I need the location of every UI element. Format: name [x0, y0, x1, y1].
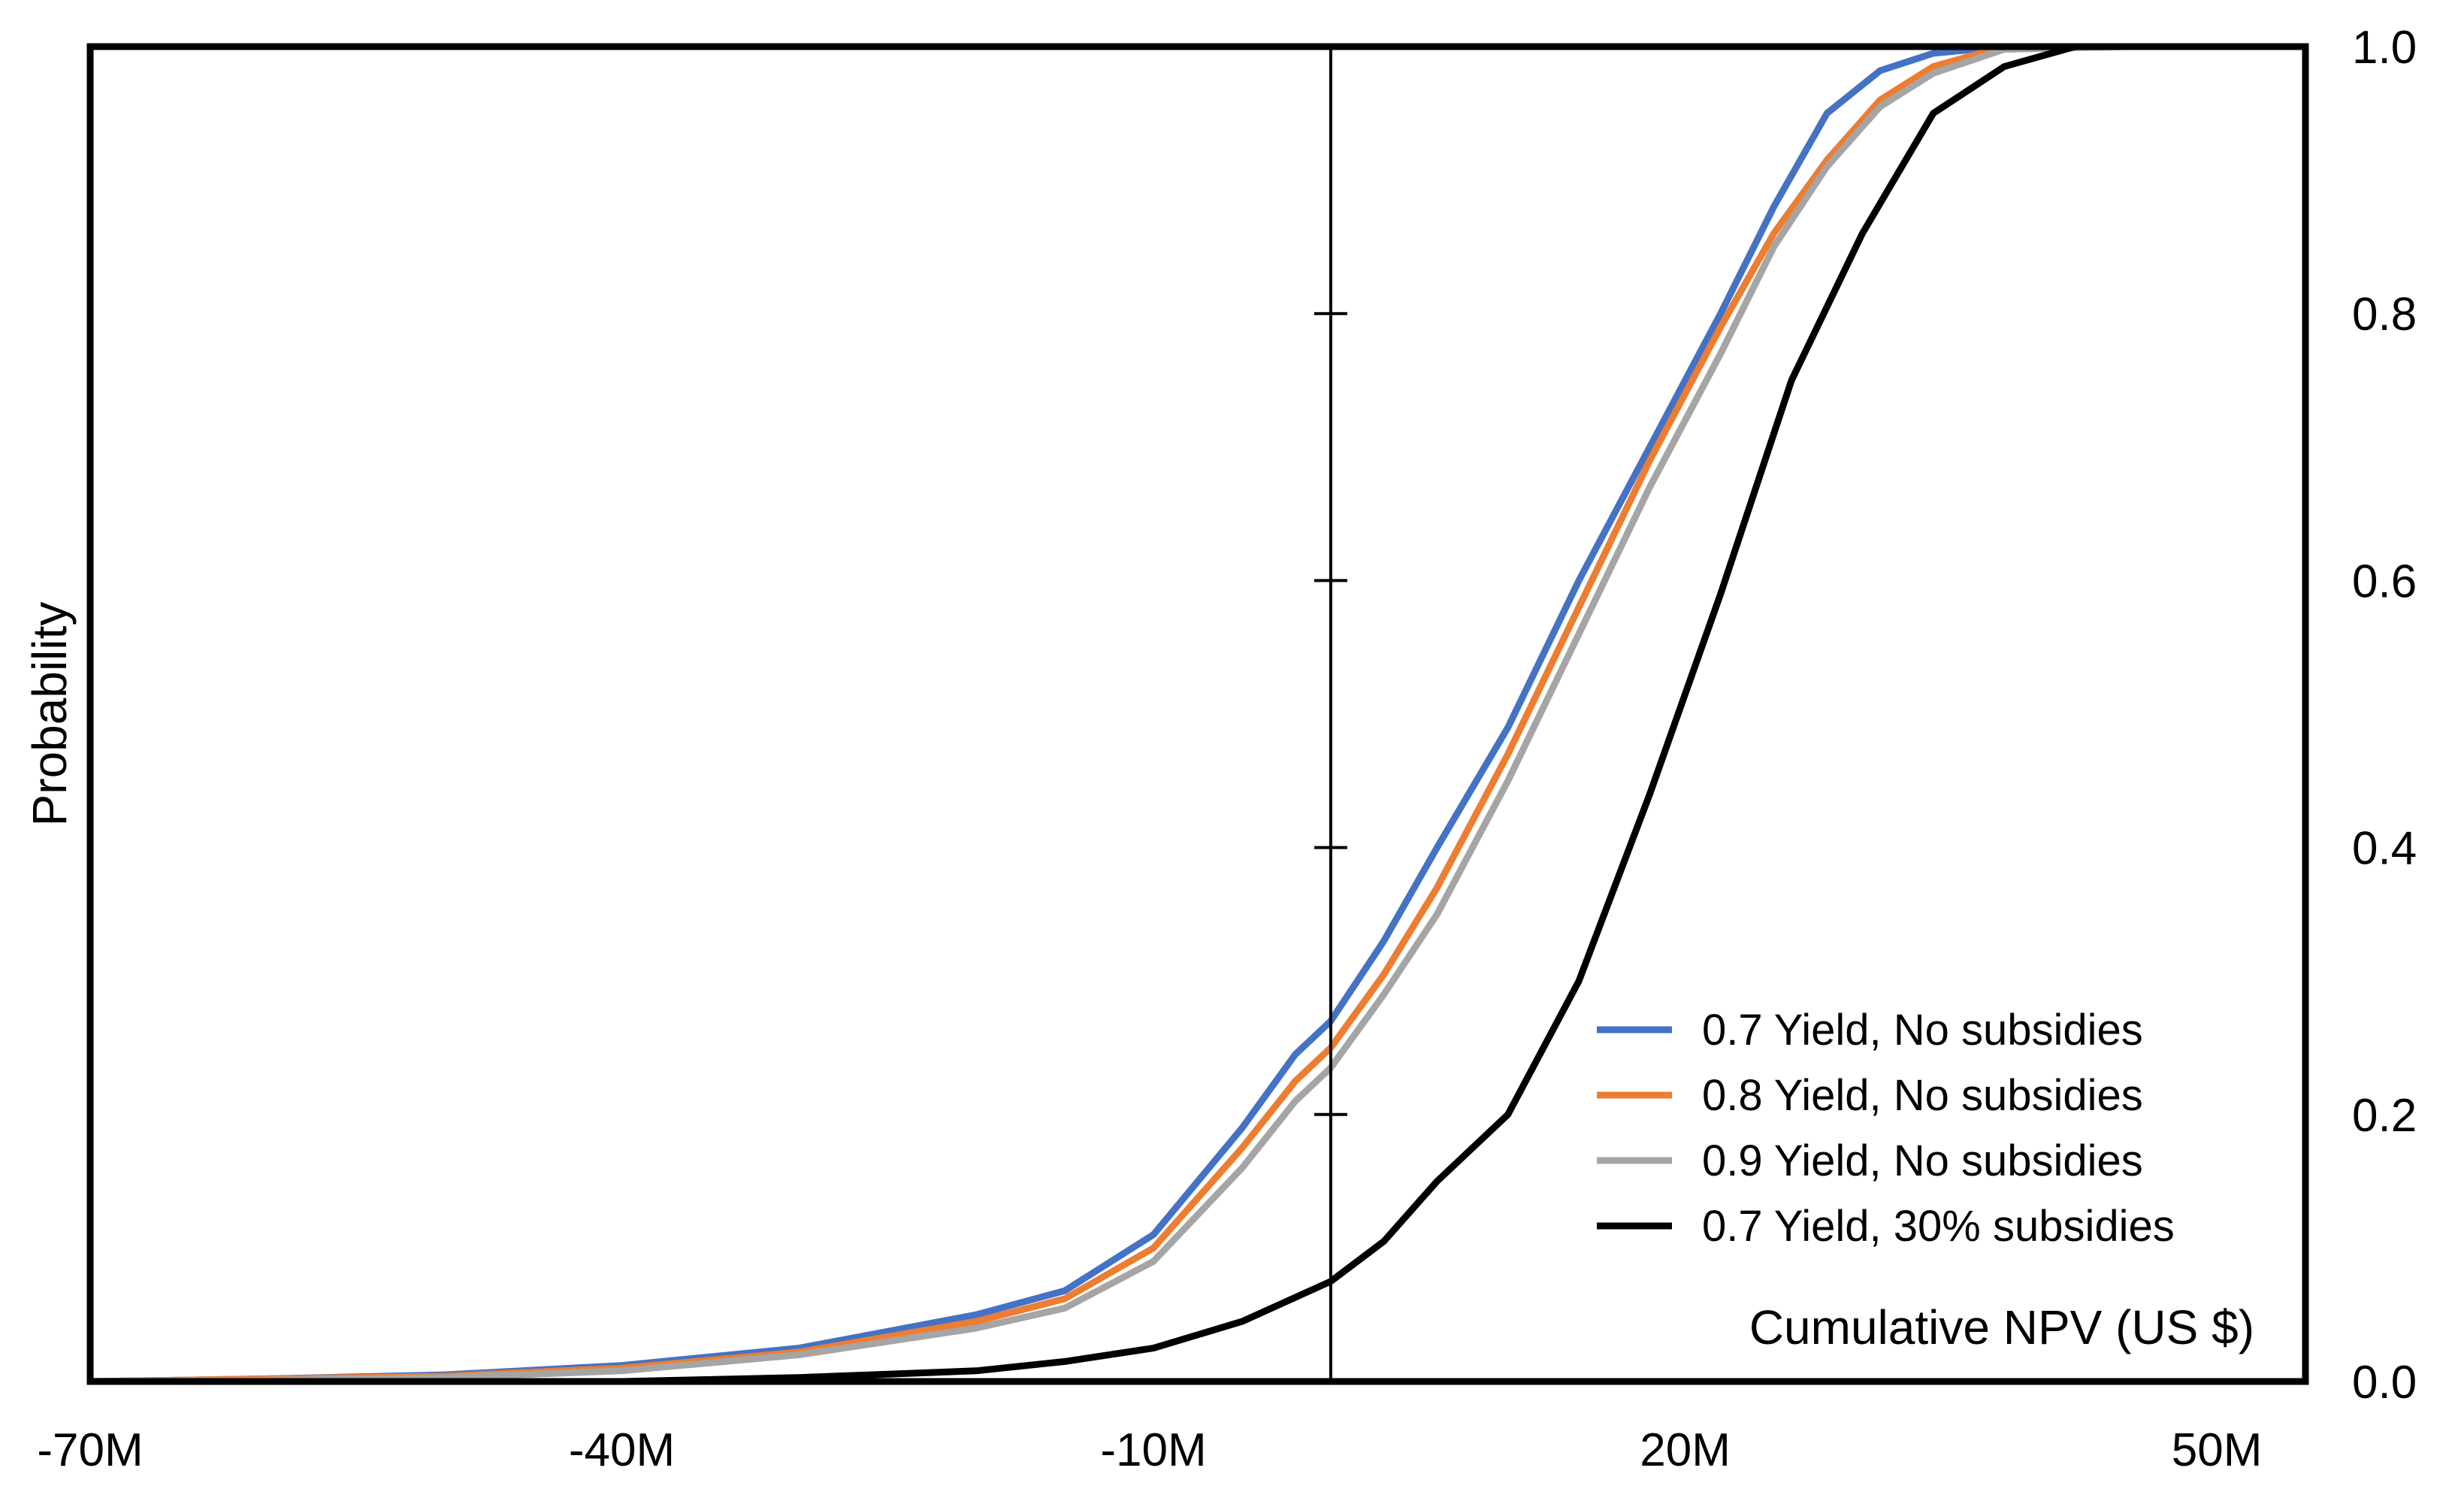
- y-tick-labels: 0.0 0.2 0.4 0.6 0.8 1.0: [2352, 22, 2417, 1409]
- x-tick-label: -10M: [1100, 1424, 1206, 1476]
- x-tick-label: -70M: [37, 1424, 143, 1476]
- series-line-3: [86, 43, 2256, 1385]
- plot-frame: [86, 43, 2309, 1385]
- legend-label-1: 0.7 Yield, No subsidies: [1702, 1006, 2143, 1055]
- x-tick-label: 50M: [2172, 1424, 2263, 1476]
- x-axis-label: Cumulative NPV (US $): [1749, 1300, 2254, 1354]
- series-line-4: [86, 43, 2221, 1385]
- y-tick-label: 0.6: [2352, 555, 2417, 607]
- y-tick-label: 0.0: [2352, 1357, 2417, 1409]
- x-tick-label: 20M: [1640, 1424, 1731, 1476]
- legend: 0.7 Yield, No subsidies 0.8 Yield, No sub…: [1597, 1006, 2175, 1251]
- y-axis-label: Probability: [23, 602, 77, 827]
- series-group: [86, 43, 2256, 1385]
- y-tick-label: 0.8: [2352, 289, 2417, 340]
- y-tick-label: 0.2: [2352, 1090, 2417, 1142]
- y-tick-label: 0.4: [2352, 823, 2417, 875]
- legend-label-3: 0.9 Yield, No subsidies: [1702, 1136, 2143, 1185]
- legend-label-2: 0.8 Yield, No subsidies: [1702, 1071, 2143, 1120]
- x-tick-label: -40M: [569, 1424, 675, 1476]
- zero-axis-ticks: [1314, 312, 1347, 1116]
- legend-label-4: 0.7 Yield, 30% subsidies: [1702, 1202, 2175, 1251]
- y-tick-label: 1.0: [2352, 22, 2417, 74]
- x-tick-labels: -70M -40M -10M 20M 50M: [37, 1424, 2262, 1476]
- series-line-1: [86, 43, 2256, 1385]
